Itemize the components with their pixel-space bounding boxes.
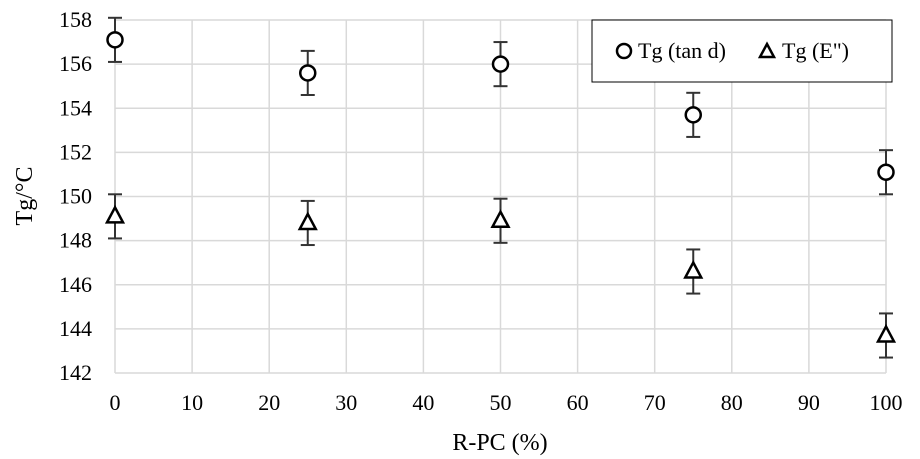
data-point-triangle: [875, 323, 897, 343]
y-axis-title: Tg/°C: [12, 167, 38, 226]
y-tick-label: 142: [59, 360, 92, 385]
data-point-circle: [684, 106, 702, 124]
x-tick-label: 10: [181, 390, 203, 415]
x-tick-labels: 0 10 20 30 40 50 60 70 80 90 100: [110, 390, 903, 415]
legend-label-e-double-prime: Tg (E"): [782, 38, 849, 63]
x-tick-label: 70: [644, 390, 666, 415]
x-tick-label: 50: [490, 390, 512, 415]
x-axis-title: R-PC (%): [452, 430, 547, 456]
y-tick-label: 154: [59, 95, 92, 120]
plot-area: [104, 16, 897, 359]
y-tick-labels: 142 144 146 148 150 152 154 156 158: [59, 7, 92, 385]
x-tick-label: 100: [870, 390, 903, 415]
data-point-triangle: [104, 204, 126, 224]
data-point-triangle: [683, 259, 704, 279]
legend-marker-e-double-prime: [757, 41, 777, 59]
x-tick-label: 40: [412, 390, 434, 415]
legend-box: [591, 19, 893, 83]
y-tick-label: 152: [59, 139, 92, 164]
series-1: [104, 193, 897, 359]
data-point-circle: [106, 31, 124, 49]
data-point-triangle: [297, 211, 318, 231]
x-tick-label: 60: [567, 390, 589, 415]
legend: Tg (tan d) Tg (E"): [591, 19, 893, 83]
series-0: [106, 16, 895, 196]
x-tick-label: 90: [798, 390, 820, 415]
data-point-circle: [299, 64, 317, 82]
y-tick-label: 158: [59, 7, 92, 32]
y-tick-label: 144: [59, 316, 92, 341]
x-tick-label: 0: [110, 390, 121, 415]
y-tick-label: 148: [59, 228, 92, 253]
legend-label-tan-d: Tg (tan d): [638, 38, 726, 63]
x-tick-label: 30: [335, 390, 357, 415]
data-point-circle: [491, 55, 510, 73]
data-point-triangle: [490, 209, 511, 229]
legend-marker-tan-d: [615, 42, 633, 60]
x-tick-label: 20: [258, 390, 280, 415]
x-tick-label: 80: [721, 390, 743, 415]
grid: [114, 19, 887, 374]
data-point-circle: [877, 163, 895, 181]
y-tick-label: 146: [59, 272, 92, 297]
y-tick-label: 150: [59, 184, 92, 209]
y-tick-label: 156: [59, 51, 92, 76]
